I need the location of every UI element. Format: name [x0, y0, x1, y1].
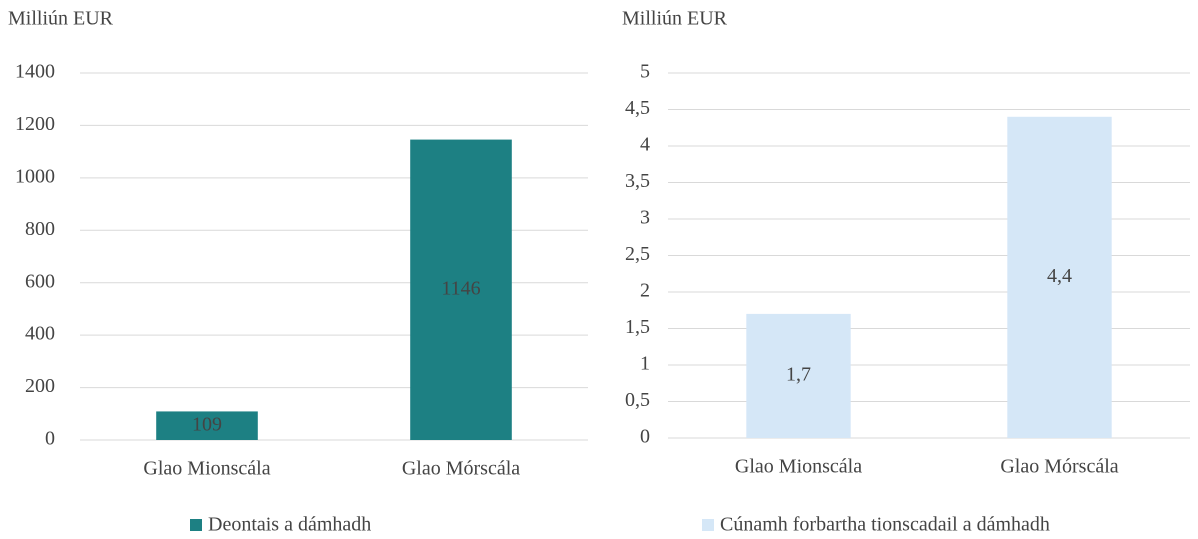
y-tick-label: 0,5 — [625, 389, 650, 411]
y-tick-label: 2 — [640, 280, 650, 302]
legend-swatch — [702, 519, 714, 531]
y-axis-label: Milliún EUR — [622, 8, 728, 30]
y-tick-label: 3,5 — [625, 170, 650, 192]
bar — [746, 313, 851, 438]
y-axis-label: Milliún EUR — [8, 8, 114, 30]
legend-swatch — [190, 519, 202, 531]
y-tick-label: 5 — [640, 61, 650, 83]
data-label: 4,4 — [1047, 265, 1072, 287]
y-tick-label: 3 — [640, 207, 650, 229]
y-tick-label: 200 — [25, 375, 55, 397]
x-tick-label: Glao Mórscála — [1000, 456, 1118, 478]
data-label: 109 — [192, 413, 222, 435]
y-tick-label: 1200 — [15, 113, 55, 135]
x-tick-label: Glao Mórscála — [402, 458, 520, 480]
x-tick-label: Glao Mionscála — [735, 456, 862, 478]
y-tick-label: 1000 — [15, 165, 55, 187]
y-tick-label: 4,5 — [625, 97, 650, 119]
x-tick-label: Glao Mionscála — [143, 458, 270, 480]
y-tick-label: 400 — [25, 323, 55, 345]
y-tick-label: 1 — [640, 353, 650, 375]
bar — [156, 411, 258, 440]
data-label: 1,7 — [786, 364, 811, 386]
y-tick-label: 2,5 — [625, 243, 650, 265]
data-label: 1146 — [441, 277, 480, 299]
legend-label: Cúnamh forbartha tionscadail a dámhadh — [720, 514, 1050, 536]
y-tick-label: 600 — [25, 270, 55, 292]
legend-label: Deontais a dámhadh — [208, 514, 371, 536]
y-tick-label: 0 — [45, 428, 55, 450]
y-tick-label: 0 — [640, 426, 650, 448]
y-tick-label: 4 — [640, 134, 650, 156]
y-tick-label: 1,5 — [625, 316, 650, 338]
y-tick-label: 1400 — [15, 61, 55, 83]
y-tick-label: 800 — [25, 218, 55, 240]
bar — [1007, 116, 1112, 439]
bar — [410, 139, 512, 440]
